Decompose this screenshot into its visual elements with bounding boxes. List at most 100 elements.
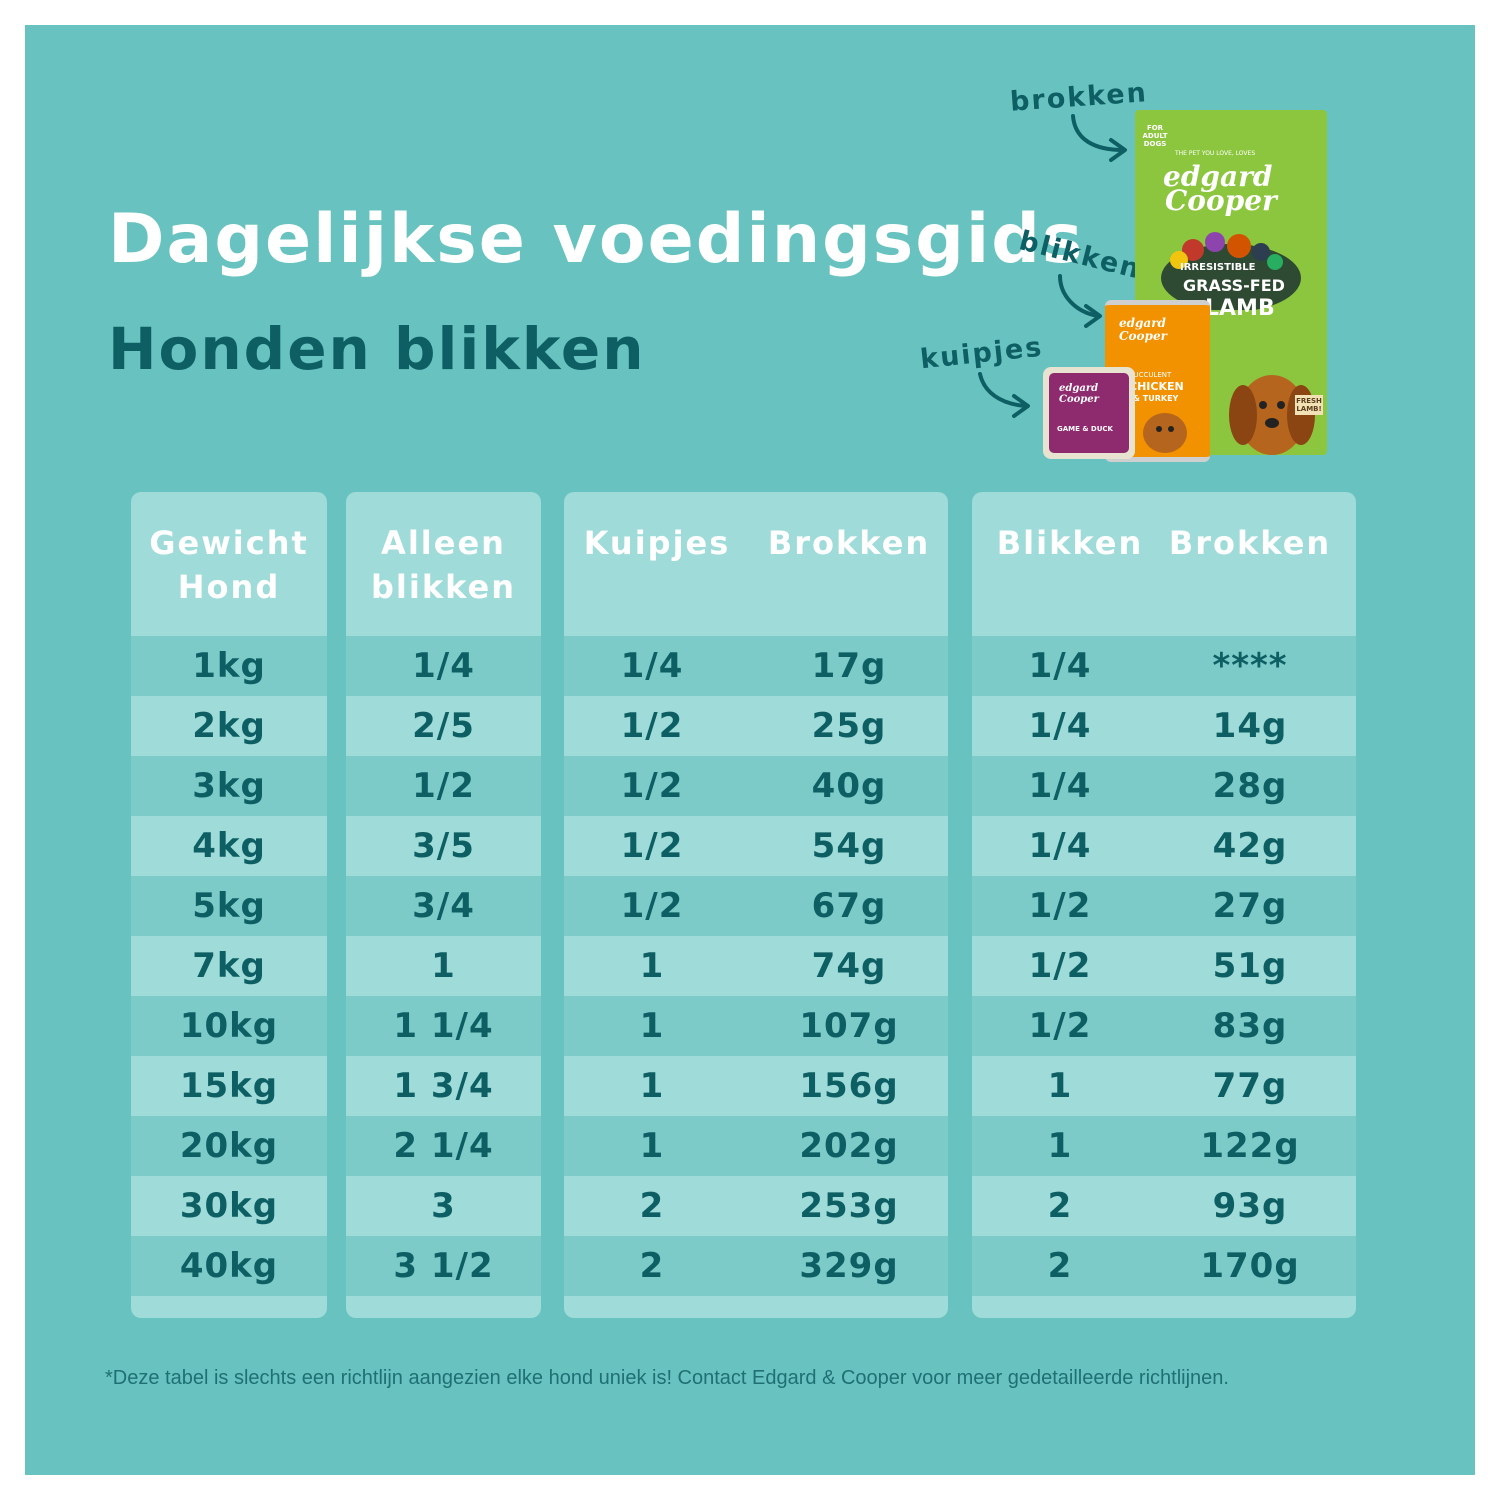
can-brand: edgard Cooper [1119,316,1167,343]
table-row: 2/5 [346,696,541,756]
table-row: 1kg [131,636,327,696]
kibble-cell: 74g [811,946,887,986]
can-flavor-line1: SUCCULENT [1129,371,1172,379]
kibble-cell: **** [1212,646,1288,686]
table-row: 3/5 [346,816,541,876]
cans-only-cell: 1/4 [412,646,475,686]
can-flavor-line2: CHICKEN [1129,380,1184,393]
trays-cell: 1/2 [620,766,684,806]
cans-only-header-line2: blikken [370,568,517,606]
cans-only-header: Alleen blikken [346,492,541,636]
table-row: 1 74g [564,936,948,996]
cans-cell: 1/4 [1028,766,1092,806]
kibble-cell: 54g [811,826,887,866]
cans-cell: 1/4 [1028,706,1092,746]
kibble-cell: 42g [1212,826,1288,866]
can-flavor-line3: & TURKEY [1133,394,1179,403]
trays-cell: 1 [639,1126,665,1166]
weight-cell: 10kg [179,1006,279,1046]
cans-only-cell: 1 [431,946,456,986]
cans-kibble-header-kibble: Brokken [1168,524,1332,562]
bag-badge: FOR ADULT DOGS [1142,124,1168,148]
kibble-bag: FOR ADULT DOGS THE PET YOU LOVE, LOVES e… [1135,110,1327,455]
kibble-cell: 28g [1212,766,1288,806]
table-row: 1 156g [564,1056,948,1116]
bag-brand-line2: Cooper [1165,184,1277,217]
table-row: 20kg [131,1116,327,1176]
weight-cell: 15kg [179,1066,279,1106]
table-row: 3/4 [346,876,541,936]
kibble-cell: 122g [1200,1126,1300,1166]
table-row: 4kg [131,816,327,876]
can-dog-illustration [1143,413,1187,453]
cans-only-rows: 1/4 2/5 1/2 3/5 3/4 1 1 1/4 1 3/4 2 1/4 3 3 1/2 [346,636,541,1296]
table-row: 1/2 [346,756,541,816]
table-row: 1 1/4 [346,996,541,1056]
bag-flavor-line1: IRRESISTIBLE [1180,262,1256,273]
cans-only-cell: 1 1/4 [393,1006,494,1046]
table-row: 2kg [131,696,327,756]
cans-only-cell: 3 1/2 [393,1246,494,1286]
page-subtitle: Honden blikken [108,315,646,383]
kibble-cell: 27g [1212,886,1288,926]
table-row: 1/2 54g [564,816,948,876]
bag-sign: FRESH LAMB! [1295,395,1323,415]
cans-cell: 1 [1047,1126,1073,1166]
table-row: 40kg [131,1236,327,1296]
weight-cell: 7kg [192,946,266,986]
table-row: 1/2 40g [564,756,948,816]
weight-cell: 20kg [179,1126,279,1166]
weight-header-line2: Hond [177,568,281,606]
trays-kibble-rows: 1/4 17g 1/2 25g 1/2 40g 1/2 54g 1/2 67g 1 74g 1 107g 1… [564,636,948,1296]
cans-cell: 1/2 [1028,1006,1092,1046]
table-row: 1/2 51g [972,936,1356,996]
bag-dog-illustration [1229,375,1315,455]
table-row: 30kg [131,1176,327,1236]
footnote: *Deze tabel is slechts een richtlijn aan… [105,1367,1229,1389]
table-row: 1 [346,936,541,996]
cans-only-cell: 3/5 [412,826,475,866]
table-row: 10kg [131,996,327,1056]
table-row: 1/4 **** [972,636,1356,696]
table-row: 1/4 17g [564,636,948,696]
table-row: 1 3/4 [346,1056,541,1116]
cans-kibble-column: Blikken Brokken 1/4 **** 1/4 14g 1/4 28g 1/4 42… [972,492,1356,1318]
trays-kibble-header: Kuipjes Brokken [564,492,948,636]
table-row: 7kg [131,936,327,996]
kibble-cell: 93g [1212,1186,1288,1226]
weight-cell: 2kg [192,706,266,746]
table-row: 2 93g [972,1176,1356,1236]
tray-label: edgard Cooper GAME & DUCK [1049,373,1129,453]
weight-column: Gewicht Hond 1kg 2kg 3kg 4kg 5kg 7kg 10kg 15kg 2… [131,492,327,1318]
table-row: 1/4 28g [972,756,1356,816]
kibble-cell: 253g [799,1186,899,1226]
bag-flavor-line2: GRASS-FED [1183,276,1285,295]
table-row: 3 1/2 [346,1236,541,1296]
trays-cell: 1/2 [620,706,684,746]
arrow-blikken-icon [1058,274,1102,328]
tray-flavor: GAME & DUCK [1057,425,1113,433]
cans-only-cell: 1/2 [412,766,475,806]
cans-cell: 1/2 [1028,946,1092,986]
cans-only-cell: 3/4 [412,886,475,926]
cans-cell: 1/4 [1028,646,1092,686]
trays-cell: 1 [639,946,665,986]
trays-kibble-header-kibble: Brokken [767,524,931,562]
weight-cell: 4kg [192,826,266,866]
kibble-cell: 170g [1200,1246,1300,1286]
kibble-cell: 83g [1212,1006,1288,1046]
kibble-cell: 25g [811,706,887,746]
cans-only-header-line1: Alleen [381,524,506,562]
trays-cell: 1/4 [620,646,684,686]
weight-cell: 1kg [192,646,266,686]
kibble-cell: 107g [799,1006,899,1046]
weight-rows: 1kg 2kg 3kg 4kg 5kg 7kg 10kg 15kg 20kg 30kg 40kg [131,636,327,1296]
trays-cell: 1/2 [620,826,684,866]
cans-only-cell: 2 1/4 [393,1126,494,1166]
trays-kibble-column: Kuipjes Brokken 1/4 17g 1/2 25g 1/2 40g 1/2 54g… [564,492,948,1318]
weight-header: Gewicht Hond [131,492,327,636]
wet-food-tray: edgard Cooper GAME & DUCK [1043,367,1135,459]
bag-brand-line1: edgard [1163,160,1273,193]
page-title: Dagelijkse voedingsgids [108,200,1085,279]
tray-brand: edgard Cooper [1059,383,1099,405]
